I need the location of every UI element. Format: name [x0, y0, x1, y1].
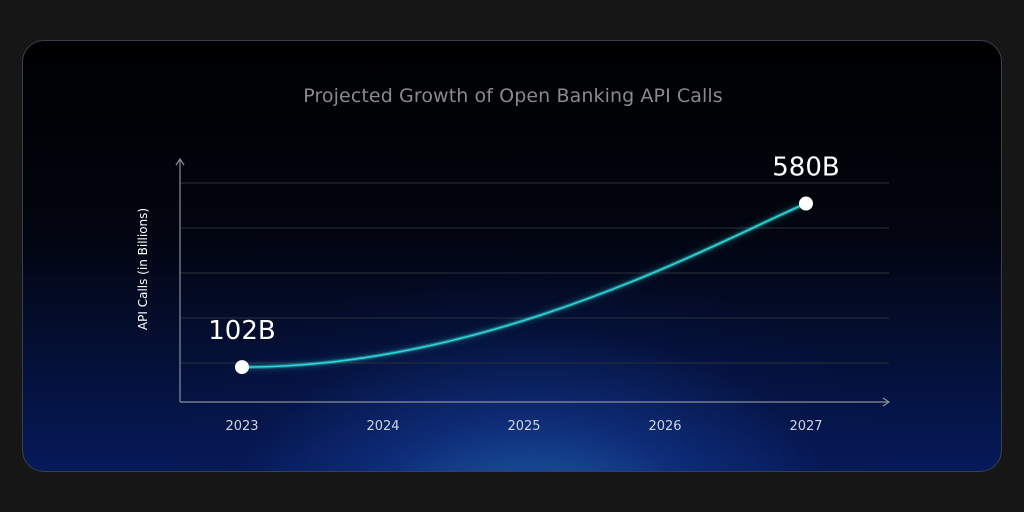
x-tick-label-2024: 2024	[366, 419, 399, 434]
line-chart: 2023 2024 2025 2026 2027 102B 580B	[175, 153, 891, 434]
x-tick-label-2027: 2027	[789, 419, 822, 434]
chart-card: Projected Growth of Open Banking API Cal…	[22, 40, 1002, 472]
data-point-2023	[235, 360, 249, 375]
x-tick-label-2023: 2023	[225, 419, 258, 434]
x-tick-label-2026: 2026	[648, 419, 681, 434]
x-tick-label-2025: 2025	[507, 419, 540, 434]
data-label-2023: 102B	[208, 316, 275, 346]
data-point-2027	[799, 196, 813, 211]
series-line	[241, 202, 807, 368]
y-axis-arrow-icon	[175, 157, 185, 166]
x-axis-arrow-icon	[882, 397, 891, 407]
chart-title: Projected Growth of Open Banking API Cal…	[303, 85, 723, 107]
data-label-2027: 580B	[772, 153, 839, 183]
